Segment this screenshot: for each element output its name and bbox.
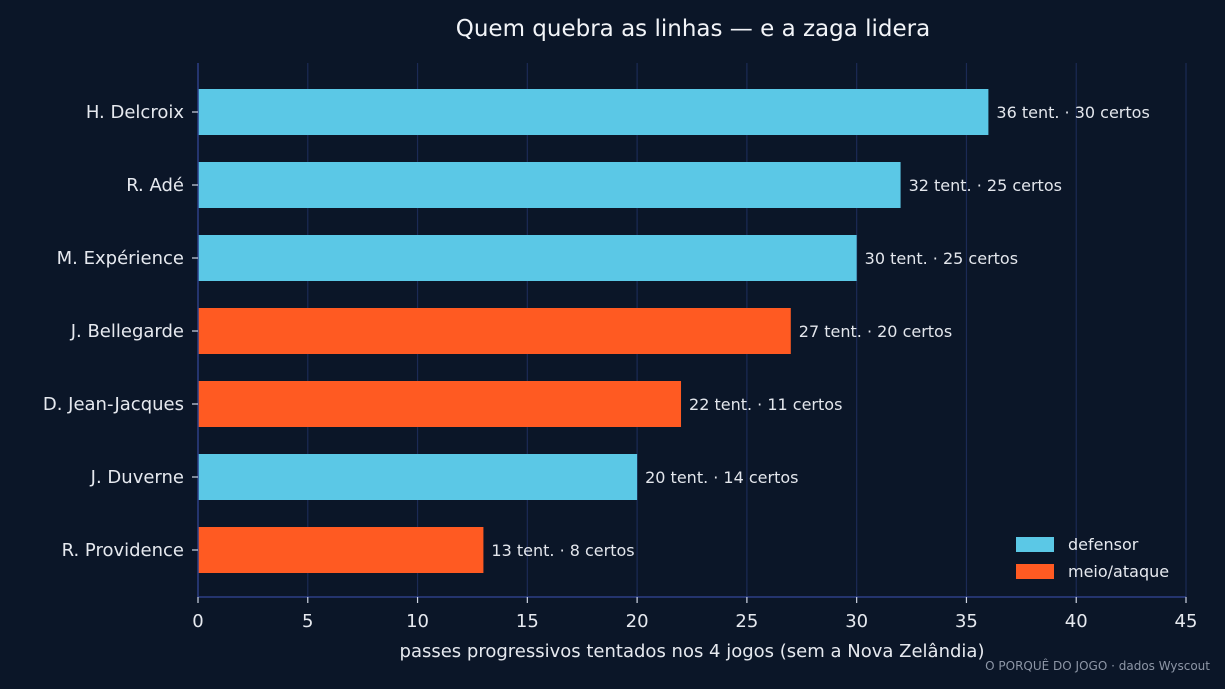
- legend-swatch: [1016, 537, 1054, 552]
- chart-title: Quem quebra as linhas — e a zaga lidera: [456, 16, 930, 42]
- x-tick-label: 5: [302, 611, 313, 632]
- y-tick-label: R. Adé: [126, 175, 184, 196]
- x-ticks: 0 5 10 15 20 25 30 35 40 45: [192, 597, 1197, 632]
- data-label: 20 tent. · 14 certos: [645, 468, 798, 487]
- bar: [198, 527, 484, 573]
- y-tick-label: D. Jean-Jacques: [43, 394, 184, 415]
- y-tick-label: H. Delcroix: [86, 102, 185, 123]
- x-axis-label: passes progressivos tentados nos 4 jogos…: [400, 641, 985, 662]
- bar: [198, 235, 857, 281]
- y-tick-label: J. Bellegarde: [70, 321, 184, 342]
- data-label: 22 tent. · 11 certos: [689, 395, 842, 414]
- axes: [197, 63, 1186, 598]
- bar: [198, 162, 901, 208]
- bar: [198, 381, 682, 427]
- legend-label: defensor: [1068, 535, 1139, 554]
- y-tick-label: J. Duverne: [90, 467, 184, 488]
- data-label: 32 tent. · 25 certos: [909, 176, 1062, 195]
- data-label: 13 tent. · 8 certos: [491, 541, 634, 560]
- legend: defensor meio/ataque: [1016, 535, 1169, 581]
- x-tick-label: 20: [626, 611, 649, 632]
- x-tick-label: 10: [406, 611, 429, 632]
- x-tick-label: 35: [955, 611, 978, 632]
- y-tick-label: M. Expérience: [57, 248, 184, 269]
- y-tick-label: R. Providence: [62, 540, 184, 561]
- x-tick-label: 15: [516, 611, 539, 632]
- data-labels: 36 tent. · 30 certos 32 tent. · 25 certos…: [491, 103, 1149, 560]
- credit-text: O PORQUÊ DO JOGO · dados Wyscout: [985, 658, 1210, 673]
- x-tick-label: 45: [1175, 611, 1198, 632]
- data-label: 36 tent. · 30 certos: [996, 103, 1149, 122]
- legend-swatch: [1016, 564, 1054, 579]
- bar: [198, 454, 638, 500]
- legend-label: meio/ataque: [1068, 562, 1169, 581]
- y-labels: H. Delcroix R. Adé M. Expérience J. Bellega…: [43, 102, 198, 561]
- data-label: 27 tent. · 20 certos: [799, 322, 952, 341]
- bars-group: [198, 89, 989, 573]
- x-tick-label: 40: [1065, 611, 1088, 632]
- x-tick-label: 0: [192, 611, 203, 632]
- data-label: 30 tent. · 25 certos: [865, 249, 1018, 268]
- x-tick-label: 25: [735, 611, 758, 632]
- x-tick-label: 30: [845, 611, 868, 632]
- bar: [198, 89, 989, 135]
- bar: [198, 308, 791, 354]
